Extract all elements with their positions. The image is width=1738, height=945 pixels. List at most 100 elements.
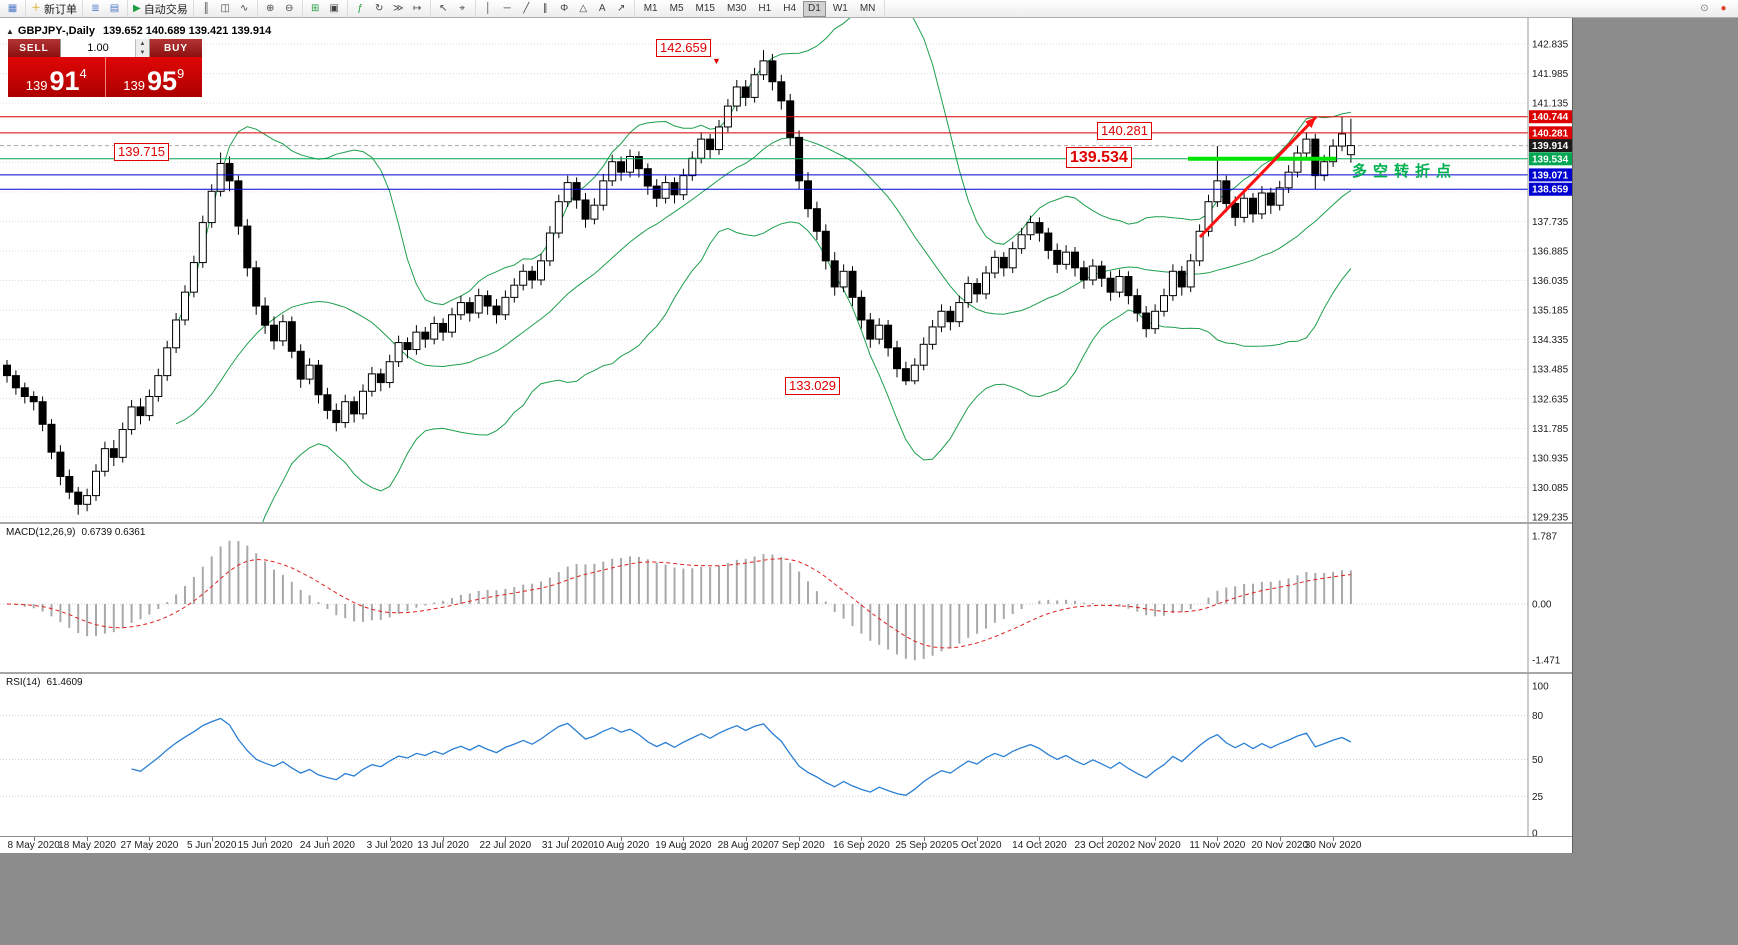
add-indicator-icon[interactable]: ƒ	[351, 1, 370, 16]
symbol-quote-line: ▲ GBPJPY-,Daily 139.652 140.689 139.421 13…	[6, 25, 271, 37]
candlestick-chart-icon[interactable]: ◫	[216, 1, 235, 16]
collapse-trade-panel-icon[interactable]: ▲	[6, 27, 14, 36]
date-tick	[1039, 837, 1041, 841]
macd-label: MACD(12,26,9) 0.6739 0.6361	[6, 527, 145, 538]
fibonacci-icon[interactable]: Φ	[555, 1, 574, 16]
date-label: 28 Aug 2020	[717, 840, 774, 851]
main-chart-panel[interactable]: 142.835 141.985 141.135 137.735 136.885 136.0…	[0, 17, 1572, 522]
date-tick	[389, 837, 391, 841]
price-annotation[interactable]: 139.715	[114, 143, 169, 161]
timeframe-m5[interactable]: M5	[669, 3, 684, 14]
cascade-windows-icon[interactable]: ▣	[325, 1, 344, 16]
timeframe-m1[interactable]: M1	[643, 3, 658, 14]
chart-shift-icon[interactable]: ↦	[408, 1, 427, 16]
quote-ohlc-values: 139.652 140.689 139.421 139.914	[102, 25, 272, 37]
toolbar-group: ║ ◫ ∿	[194, 0, 258, 17]
cursor-icon[interactable]: ↖	[434, 1, 453, 16]
svg-text:133.485: 133.485	[1532, 365, 1569, 376]
sell-button[interactable]: SELL	[8, 39, 60, 57]
date-tick	[799, 837, 801, 841]
macd-canvas[interactable]: 1.787 0.00 -1.471	[0, 524, 1572, 672]
timeframe-h4[interactable]: H4	[783, 3, 797, 14]
svg-text:139.534: 139.534	[1532, 154, 1569, 165]
trendline-icon[interactable]: ╱	[517, 1, 536, 16]
algo-trading-button-label: 自动交易	[143, 3, 188, 16]
buy-price-button[interactable]: 139 95 9	[105, 57, 202, 97]
svg-text:80: 80	[1532, 711, 1544, 722]
shapes-icon[interactable]: △	[574, 1, 593, 16]
horizontal-line-icon[interactable]: ─	[498, 1, 517, 16]
svg-text:141.135: 141.135	[1532, 99, 1569, 110]
date-label: 23 Oct 2020	[1074, 840, 1129, 851]
vertical-line-icon[interactable]: │	[479, 1, 498, 16]
timeframe-h1[interactable]: H1	[758, 3, 772, 14]
svg-text:139.071: 139.071	[1532, 170, 1569, 181]
one-click-trading-panel: SELL 1.00 ▲ ▼ BUY 139 91 4 139	[8, 39, 202, 97]
auto-scroll-icon[interactable]: ≫	[389, 1, 408, 16]
rsi-canvas[interactable]: 100 80 50 25 0	[0, 674, 1572, 836]
volume-stepper-up[interactable]: ▲	[136, 39, 149, 48]
algo-trading-button[interactable]: ▶ 自动交易	[131, 1, 190, 16]
svg-text:131.785: 131.785	[1532, 424, 1569, 435]
crosshair-icon[interactable]: ⌖	[453, 1, 472, 16]
timeframe-mn[interactable]: MN	[859, 3, 876, 14]
date-tick	[977, 837, 979, 841]
date-tick	[567, 837, 569, 841]
price-annotation[interactable]: 140.281	[1097, 122, 1152, 140]
price-annotation[interactable]: 142.659	[656, 39, 711, 57]
sell-price-button[interactable]: 139 91 4	[8, 57, 106, 97]
horizontal-line-icon: ─	[503, 2, 511, 14]
date-tick	[1333, 837, 1335, 841]
svg-text:25: 25	[1532, 792, 1544, 803]
arrows-icon[interactable]: ↗	[612, 1, 631, 16]
community-icon[interactable]: ●	[1714, 1, 1733, 16]
volume-input[interactable]: 1.00	[87, 42, 109, 54]
new-order-button: ＋	[31, 2, 41, 14]
price-annotation[interactable]: 139.534	[1066, 147, 1132, 169]
panel-splitter[interactable]	[0, 672, 1572, 674]
toolbar-group: ＋新订单	[26, 0, 83, 17]
timeframe-d1[interactable]: D1	[803, 0, 826, 17]
toolbar-group: ▦	[0, 0, 26, 17]
rsi-label: RSI(14) 61.4609	[6, 677, 83, 688]
date-label: 14 Oct 2020	[1012, 840, 1067, 851]
date-label: 5 Oct 2020	[952, 840, 1002, 851]
date-label: 11 Nov 2020	[1189, 840, 1246, 851]
toolbar-group: ▶ 自动交易	[128, 0, 194, 17]
line-chart-icon[interactable]: ∿	[235, 1, 254, 16]
symbols-icon[interactable]: ▤	[105, 1, 124, 16]
timeframe-group: M1 M5 M15 M30 H1 H4 D1 W1 MN	[635, 0, 886, 17]
date-label: 27 May 2020	[120, 840, 179, 851]
zoom-in-icon[interactable]: ⊕	[261, 1, 280, 16]
zoom-out-icon[interactable]: ⊖	[280, 1, 299, 16]
timeframe-m30[interactable]: M30	[726, 3, 747, 14]
date-tick	[211, 837, 213, 841]
timeframe-m15[interactable]: M15	[695, 3, 715, 14]
price-chart-canvas[interactable]: 142.835 141.985 141.135 137.735 136.885 136.0…	[0, 17, 1572, 522]
search-icon[interactable]: ⊙	[1695, 1, 1714, 16]
rsi-panel[interactable]: 100 80 50 25 0 RSI(14) 61.4609	[0, 674, 1572, 836]
parallel-channel-icon[interactable]: ∥	[536, 1, 555, 16]
text-icon[interactable]: A	[593, 1, 612, 16]
panel-splitter[interactable]	[0, 522, 1572, 524]
line-chart-icon: ∿	[240, 2, 249, 14]
date-label: 7 Sep 2020	[773, 840, 825, 851]
depth-of-market-icon[interactable]: ≣	[86, 1, 105, 16]
turning-point-note[interactable]: 多空转折点	[1352, 163, 1458, 180]
ask-price-big: 95	[146, 66, 177, 97]
charts-window-icon[interactable]: ▦	[3, 1, 22, 16]
date-label: 18 May 2020	[58, 840, 117, 851]
volume-stepper-down[interactable]: ▼	[136, 48, 149, 57]
macd-name: MACD(12,26,9)	[6, 527, 76, 538]
macd-panel[interactable]: 1.787 0.00 -1.471 MACD(12,26,9) 0.6739 0.63…	[0, 524, 1572, 672]
date-axis[interactable]: 8 May 2020 18 May 2020 27 May 2020 5 Jun 20…	[0, 836, 1572, 853]
crosshair-icon: ⌖	[459, 2, 466, 14]
buy-button[interactable]: BUY	[150, 39, 202, 57]
refresh-icon[interactable]: ↻	[370, 1, 389, 16]
depth-of-market-icon: ≣	[91, 2, 100, 14]
tile-windows-icon[interactable]: ⊞	[306, 1, 325, 16]
price-annotation[interactable]: 133.029	[785, 377, 840, 395]
bar-chart-icon[interactable]: ║	[197, 1, 216, 16]
new-order-button[interactable]: ＋新订单	[29, 1, 79, 16]
timeframe-w1[interactable]: W1	[832, 3, 848, 14]
